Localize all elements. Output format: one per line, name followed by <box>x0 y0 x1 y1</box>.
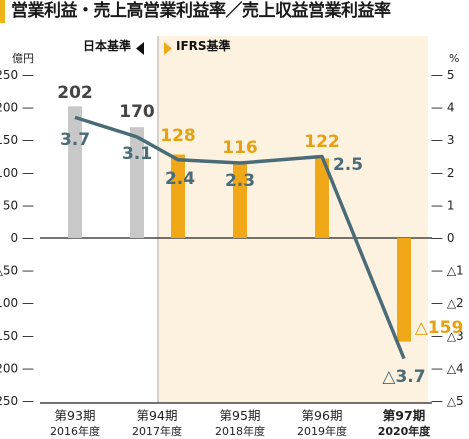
category-year-label: 2016年度 <box>50 424 100 438</box>
y-right-unit: % <box>449 52 459 65</box>
bar <box>233 162 247 238</box>
category-year-label: 2019年度 <box>297 424 347 438</box>
bar <box>315 158 329 238</box>
y-right-tick-label: — 3 <box>431 133 454 147</box>
category-period-label: 第96期 <box>302 408 343 423</box>
y-left-tick-label: △100 — <box>0 296 34 310</box>
y-left-tick-label: 50 — <box>3 198 34 212</box>
bar-value-label: 116 <box>222 138 258 158</box>
y-left-tick-label: △250 — <box>0 394 34 408</box>
japan-gaap-label: 日本基準 <box>83 38 131 53</box>
bar <box>397 238 411 342</box>
y-left-tick-label: 200 — <box>0 101 34 115</box>
bar-value-label: △159 <box>415 318 464 338</box>
line-value-label: 2.3 <box>225 171 255 191</box>
chart-title: 営業利益・売上高営業利益率／売上収益営業利益率 <box>11 1 391 21</box>
y-left-tick-label: 0 — <box>11 231 34 245</box>
y-left-tick-label: 250 — <box>0 68 34 82</box>
margin-line <box>74 115 406 360</box>
bar-value-label: 122 <box>304 132 340 152</box>
y-left-tick-label: △150 — <box>0 329 34 343</box>
category-year-label: 2017年度 <box>132 424 182 438</box>
y-left-tick-label: 100 — <box>0 166 34 180</box>
category-period-label: 第93期 <box>55 408 96 423</box>
y-left-tick-label: △200 — <box>0 361 34 375</box>
line-value-label: 3.7 <box>60 130 90 150</box>
y-left-unit: 億円 <box>12 52 34 65</box>
ifrs-label: IFRS基準 <box>176 38 231 53</box>
bar-value-label: 170 <box>119 102 155 122</box>
y-right-tick-label: — 5 <box>431 68 454 82</box>
y-right-tick-label: — 4 <box>431 101 454 115</box>
line-value-label: 3.1 <box>122 144 152 164</box>
line-value-label: 2.4 <box>165 169 195 189</box>
category-period-label: 第95期 <box>220 408 261 423</box>
left-arrow-icon <box>136 42 144 55</box>
bar-value-label: 202 <box>57 83 93 103</box>
category-year-label: 2020年度 <box>378 424 432 438</box>
y-right-tick-label: — △4 <box>431 361 464 375</box>
line-value-label: △3.7 <box>382 367 425 387</box>
y-right-tick-label: — △5 <box>431 394 464 408</box>
right-arrow-icon <box>164 42 172 55</box>
title-accent-bar <box>0 0 5 23</box>
bar <box>68 106 82 239</box>
y-right-tick-label: — △1 <box>431 264 464 278</box>
line-value-label: 2.5 <box>333 155 363 175</box>
y-left-tick-label: △50 — <box>0 264 34 278</box>
ifrs-period-background <box>158 36 428 403</box>
y-right-tick-label: — 2 <box>431 166 454 180</box>
bar <box>171 154 185 238</box>
y-right-tick-label: — △3 <box>431 329 464 343</box>
bar-value-label: 128 <box>160 126 196 146</box>
y-right-tick-label: — △2 <box>431 296 464 310</box>
y-left-tick-label: 150 — <box>0 133 34 147</box>
category-year-label: 2018年度 <box>215 424 265 438</box>
category-period-label: 第97期 <box>383 408 425 423</box>
y-right-tick-label: — 1 <box>431 198 454 212</box>
bar <box>130 127 144 238</box>
y-right-tick-label: — 0 <box>431 231 454 245</box>
category-period-label: 第94期 <box>137 408 178 423</box>
